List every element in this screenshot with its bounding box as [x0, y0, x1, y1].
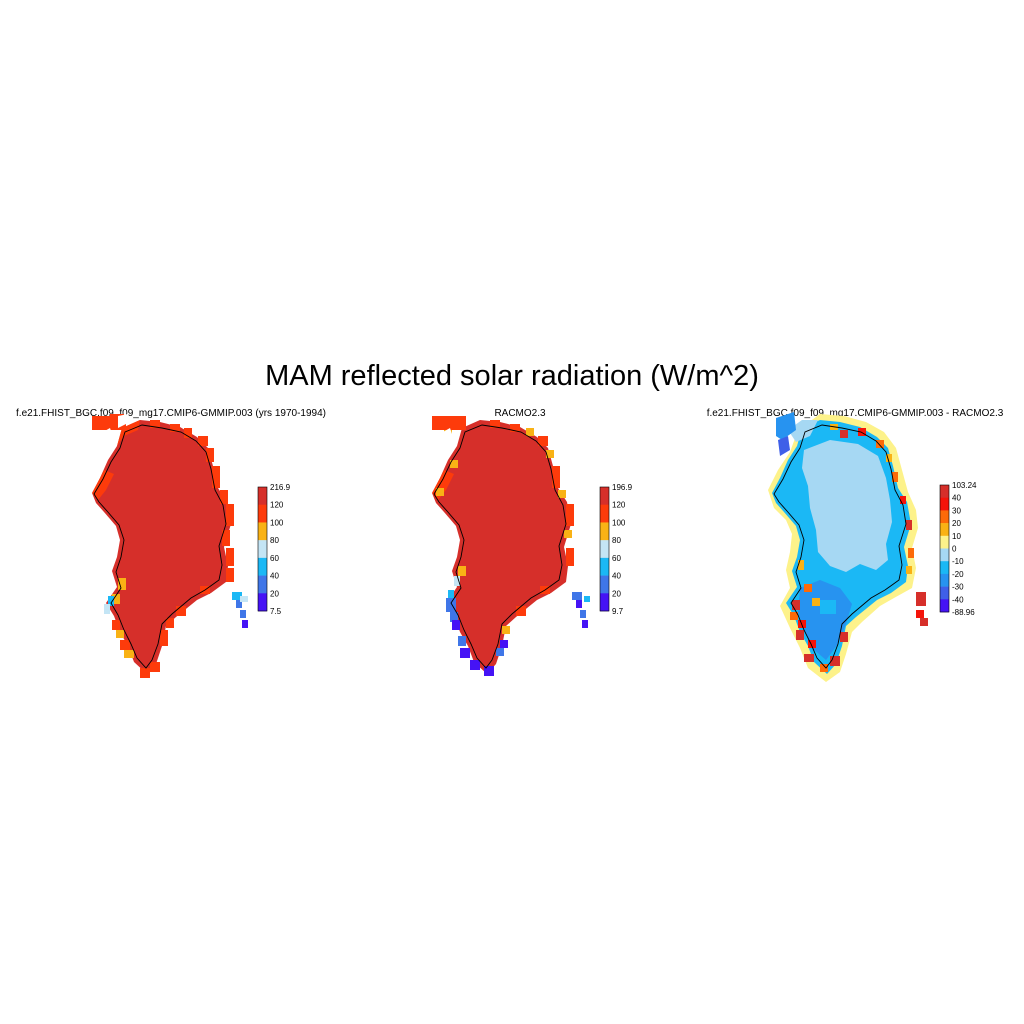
colorbar-frame [939, 484, 950, 613]
colorbar-tick-label: 60 [612, 554, 621, 563]
colorbar-swatch [940, 497, 949, 511]
colorbar-tick-label: -88.96 [952, 608, 975, 617]
colorbar-swatch [940, 510, 949, 524]
colorbar-swatch [258, 487, 267, 506]
colorbar-tick-label: 80 [270, 536, 279, 545]
colorbar-tick-label: -20 [952, 570, 964, 579]
figure-title: MAM reflected solar radiation (W/m^2) [265, 360, 759, 392]
colorbar-frame [257, 486, 268, 612]
colorbar-swatch [600, 487, 609, 506]
colorbar-tick-label: 120 [612, 501, 626, 510]
map-racmo [432, 416, 590, 676]
colorbar-swatch [258, 540, 267, 559]
colorbar-tick-label: 120 [270, 501, 284, 510]
colorbar-swatch [258, 593, 267, 612]
colorbar-swatch [600, 557, 609, 576]
colorbar-racmo: 196.9 120 100 80 60 40 20 9.7 [599, 483, 633, 616]
colorbar-tick-label: 20 [270, 589, 279, 598]
colorbar-tick-label: 7.5 [270, 607, 282, 616]
map-model [92, 414, 248, 678]
colorbar-tick-label: 0 [952, 545, 957, 554]
colorbar-tick-label: 40 [612, 572, 621, 581]
colorbar-swatch [600, 504, 609, 523]
colorbar-swatch [600, 522, 609, 541]
colorbar-swatch [940, 586, 949, 600]
panel-title-racmo: RACMO2.3 [494, 408, 546, 419]
colorbar-difference: 103.24 40 30 20 10 0 -10 -20 -30 -40 -88.96 [939, 481, 977, 617]
colorbar-swatch [940, 485, 949, 498]
colorbar-swatch [600, 540, 609, 559]
colorbar-tick-label: 20 [952, 519, 961, 528]
colorbar-tick-label: 100 [612, 518, 626, 527]
colorbar-tick-label: 40 [952, 494, 961, 503]
colorbar-swatch [940, 535, 949, 549]
colorbar-tick-label: 9.7 [612, 607, 624, 616]
colorbar-swatch [258, 575, 267, 594]
colorbar-swatch [940, 561, 949, 575]
colorbar-swatch [940, 573, 949, 587]
colorbar-tick-label: 80 [612, 536, 621, 545]
colorbar-swatch [258, 557, 267, 576]
colorbar-tick-label: 60 [270, 554, 279, 563]
colorbar-tick-label: 30 [952, 506, 961, 515]
colorbar-swatch [258, 522, 267, 541]
colorbar-tick-label: 216.9 [270, 483, 291, 492]
colorbar-tick-label: 40 [270, 572, 279, 581]
panel-title-difference: f.e21.FHIST_BGC.f09_f09_mg17.CMIP6-GMMIP… [706, 408, 1004, 419]
colorbar-swatch [940, 599, 949, 613]
colorbar-tick-label: 100 [270, 518, 284, 527]
colorbar-tick-label: -10 [952, 557, 964, 566]
colorbar-tick-label: 10 [952, 532, 961, 541]
panel-title-model: f.e21.FHIST_BGC.f09_f09_mg17.CMIP6-GMMIP… [16, 408, 326, 419]
colorbar-swatch [258, 504, 267, 523]
colorbar-tick-label: 196.9 [612, 483, 633, 492]
colorbar-frame [599, 486, 610, 612]
colorbar-swatch [940, 523, 949, 537]
map-difference [768, 412, 928, 682]
colorbar-tick-label: -30 [952, 583, 964, 592]
colorbar-tick-label: 20 [612, 589, 621, 598]
colorbar-tick-label: 103.24 [952, 481, 977, 490]
colorbar-swatch [600, 575, 609, 594]
colorbar-swatch [940, 548, 949, 562]
colorbar-model: 216.9 120 100 80 60 40 20 7.5 [257, 483, 291, 616]
colorbar-tick-label: -40 [952, 595, 964, 604]
colorbar-swatch [600, 593, 609, 612]
